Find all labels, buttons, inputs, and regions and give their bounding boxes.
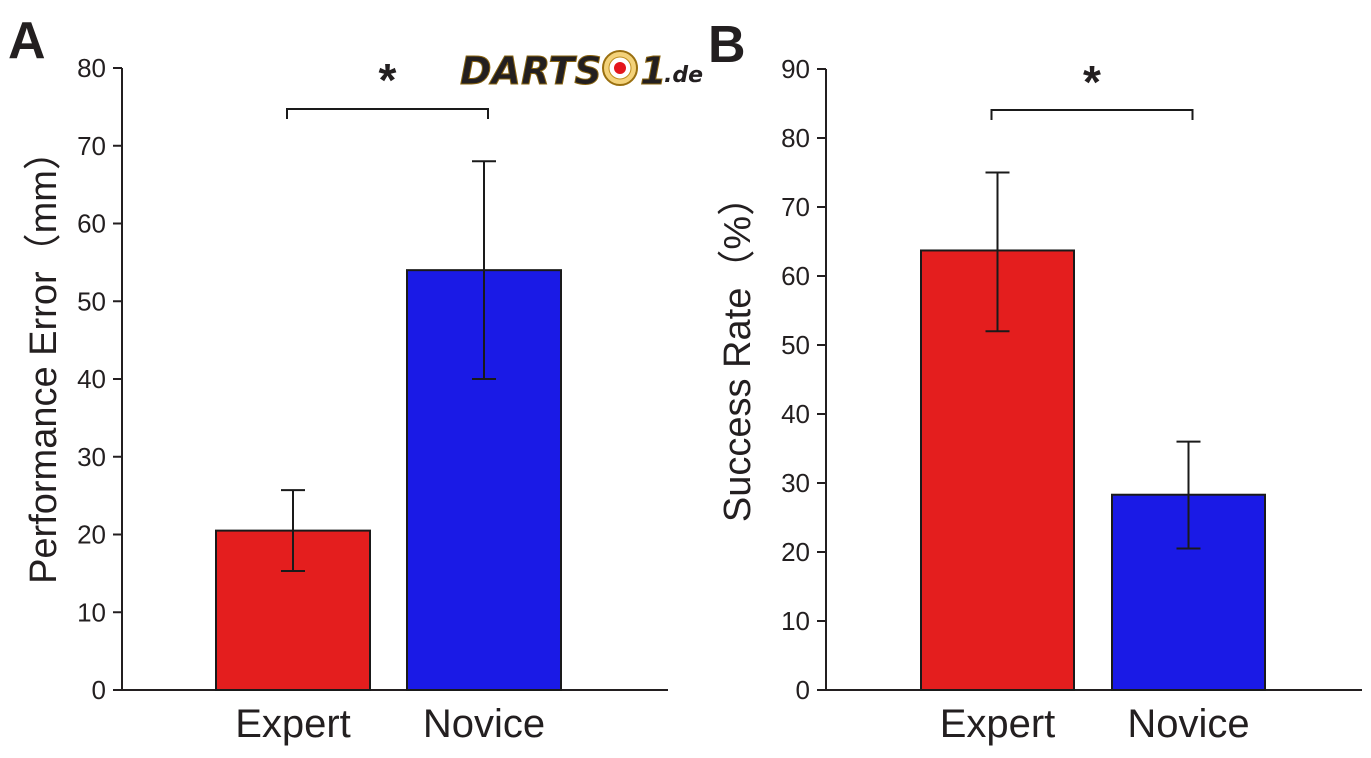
panel-a-y-axis-label: Performance Error（mm）	[23, 132, 65, 584]
panel-b-y-tick-label: 0	[796, 675, 810, 705]
panel-b-y-tick-label: 60	[781, 261, 810, 291]
panel-a-y-tick-label: 0	[92, 675, 106, 705]
panel-a-error-bar-expert	[281, 489, 305, 573]
panel-a-y-tick-label: 60	[77, 209, 106, 239]
panel-a-significance-bracket	[286, 108, 489, 119]
panel-a-y-tick-label: 40	[77, 364, 106, 394]
panel-b-y-tick-label: 80	[781, 123, 810, 153]
panel-a: A Performance Error（mm） 0 10 20 30 40 50 60 70 8…	[8, 12, 668, 746]
panel-b-y-tick-label: 70	[781, 192, 810, 222]
panel-b-letter: B	[708, 16, 746, 74]
panel-a-y-tick-label: 10	[77, 597, 106, 627]
panel-a-y-tick-label: 80	[77, 53, 106, 83]
panel-b-y-tick-label: 50	[781, 330, 810, 360]
panel-b: B Success Rate（%） 0 10 20 30 40 50 60 70 80 90 Exp…	[708, 16, 1362, 746]
panel-b-y-axis-label: Success Rate（%）	[717, 178, 759, 522]
panel-b-plot-area: 0 10 20 30 40 50 60 70 80 90 Expert Novice *	[781, 54, 1362, 746]
panel-a-letter: A	[8, 12, 46, 70]
panel-a-y-tick-label: 50	[77, 286, 106, 316]
panel-b-error-bar-novice	[1176, 440, 1201, 550]
panel-b-significance-star: *	[1083, 56, 1101, 108]
panel-b-y-tick-label: 30	[781, 468, 810, 498]
panel-a-significance-star: *	[379, 54, 397, 106]
panel-b-y-tick-label: 90	[781, 54, 810, 84]
panel-a-y-tick-label: 70	[77, 131, 106, 161]
panel-b-y-tick-label: 40	[781, 399, 810, 429]
logo-wordmark: DARTS	[460, 49, 602, 93]
darts01-logo: DARTS 1 .de	[460, 49, 704, 94]
dartboard-bullseye-icon	[602, 50, 638, 86]
panel-b-category-label-novice: Novice	[1127, 702, 1249, 746]
panel-b-significance-bracket	[990, 109, 1194, 120]
panel-b-y-tick-label: 20	[781, 537, 810, 567]
panel-b-error-bar-expert	[985, 171, 1010, 333]
panel-a-y-tick-label: 20	[77, 520, 106, 550]
panel-a-y-tick-label: 30	[77, 442, 106, 472]
panel-a-plot-area: 0 10 20 30 40 50 60 70 80 Expert Novice *	[77, 53, 668, 746]
panel-a-category-label-novice: Novice	[423, 702, 545, 746]
panel-b-y-tick-label: 10	[781, 606, 810, 636]
panel-a-error-bar-novice	[472, 160, 496, 380]
logo-number: 1	[640, 49, 666, 93]
logo-tld: .de	[664, 63, 703, 88]
panel-b-category-label-expert: Expert	[940, 702, 1056, 746]
panel-a-category-label-expert: Expert	[235, 702, 351, 746]
